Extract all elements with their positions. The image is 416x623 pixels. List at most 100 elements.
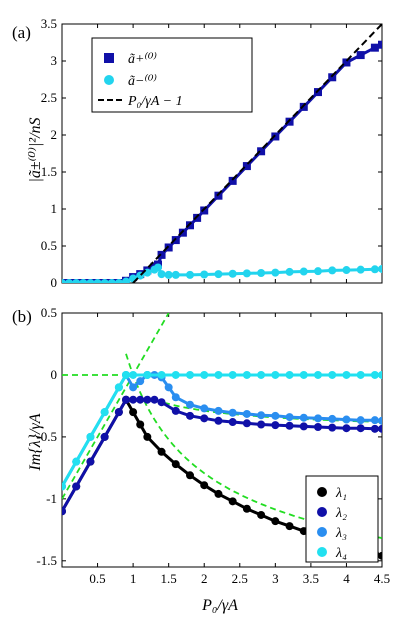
data-point bbox=[200, 370, 209, 379]
y-tick-label-a: 1 bbox=[51, 201, 58, 216]
data-point bbox=[129, 370, 138, 379]
legend-swatch bbox=[104, 75, 114, 85]
data-point bbox=[356, 265, 365, 274]
data-point bbox=[328, 266, 337, 275]
data-point bbox=[86, 432, 95, 441]
data-point bbox=[62, 507, 66, 516]
data-point bbox=[228, 418, 237, 427]
plot-frame-b bbox=[61, 312, 383, 568]
data-point bbox=[257, 411, 266, 420]
x-tick-label-b: 1 bbox=[130, 571, 137, 586]
data-point bbox=[65, 279, 74, 283]
y-tick-label-b: 0 bbox=[51, 367, 58, 382]
data-point bbox=[150, 395, 159, 404]
plot-area-a bbox=[62, 24, 382, 283]
data-point bbox=[370, 43, 379, 52]
y-tick-label-a: 0.5 bbox=[41, 238, 57, 253]
data-point bbox=[370, 370, 379, 379]
legend-b: λ₁ λ₂ λ₃ λ₄ bbox=[305, 475, 379, 563]
legend-swatch bbox=[317, 527, 327, 537]
data-point bbox=[171, 460, 180, 469]
series-b-3 bbox=[62, 370, 382, 491]
y-axis-label-a: |ã±⁽⁰⁾|²/nS bbox=[27, 117, 44, 182]
y-tick-label-b: 0.5 bbox=[41, 305, 57, 320]
legend-label: λ₂ bbox=[335, 506, 347, 521]
data-point bbox=[200, 414, 209, 423]
data-point bbox=[214, 270, 223, 279]
data-point bbox=[186, 400, 194, 409]
legend-label: λ₄ bbox=[335, 546, 347, 561]
data-point bbox=[285, 522, 294, 531]
data-point bbox=[186, 221, 194, 230]
data-point bbox=[342, 424, 351, 433]
data-point bbox=[62, 482, 66, 491]
data-point bbox=[257, 147, 266, 156]
data-point bbox=[370, 424, 379, 433]
reference-dashed-curve bbox=[62, 313, 170, 500]
data-point bbox=[122, 277, 130, 283]
data-point bbox=[129, 395, 138, 404]
legend-swatch bbox=[104, 53, 114, 63]
legend-a: ã+⁽⁰⁾ ã−⁽⁰⁾ P₀/γA − 1 bbox=[91, 37, 253, 113]
data-point bbox=[356, 51, 365, 60]
data-point bbox=[228, 370, 237, 379]
data-point bbox=[299, 370, 308, 379]
data-point bbox=[342, 266, 351, 275]
y-tick-label-a: 2 bbox=[51, 127, 58, 142]
data-point bbox=[200, 404, 209, 413]
x-tick-label-b: 4 bbox=[343, 571, 350, 586]
data-point bbox=[299, 413, 308, 422]
data-point bbox=[157, 370, 166, 379]
panel-b: 0.50-0.5-1-1.50.5 1 1.5 2 2.5 3 3.5 4 4.5λ₁λ₂λ₃λ… bbox=[36, 305, 390, 586]
data-point bbox=[171, 370, 180, 379]
data-point bbox=[242, 504, 251, 513]
data-point bbox=[257, 269, 266, 278]
data-point bbox=[228, 176, 237, 185]
data-point bbox=[370, 265, 379, 274]
legend-swatch bbox=[317, 507, 327, 517]
data-point bbox=[107, 279, 116, 283]
data-point bbox=[100, 279, 109, 283]
data-point bbox=[242, 162, 251, 171]
data-point bbox=[157, 250, 166, 259]
data-point bbox=[62, 279, 66, 283]
data-point bbox=[328, 414, 337, 423]
data-point bbox=[72, 482, 81, 491]
data-point bbox=[370, 416, 379, 425]
data-point bbox=[242, 370, 251, 379]
data-point bbox=[193, 213, 202, 222]
data-point bbox=[143, 370, 152, 379]
data-point bbox=[143, 432, 152, 441]
data-point bbox=[200, 206, 209, 215]
data-point bbox=[299, 267, 308, 276]
data-point bbox=[271, 411, 280, 420]
data-point bbox=[186, 270, 194, 279]
data-point bbox=[242, 419, 251, 428]
data-point bbox=[157, 398, 166, 407]
data-point bbox=[86, 457, 95, 466]
x-tick-label-b: 4.5 bbox=[374, 571, 390, 586]
data-point bbox=[100, 408, 109, 417]
data-point bbox=[257, 370, 266, 379]
data-point bbox=[378, 416, 382, 425]
y-tick-label-a: 2.5 bbox=[41, 90, 57, 105]
data-point bbox=[178, 228, 187, 237]
data-point bbox=[285, 267, 294, 276]
data-point bbox=[314, 370, 322, 379]
data-point bbox=[299, 102, 308, 111]
y-axis-label-b: Im{λ}/γA bbox=[27, 413, 44, 471]
legend-label: λ₃ bbox=[335, 526, 347, 541]
data-point bbox=[86, 279, 95, 283]
data-point bbox=[314, 267, 322, 276]
data-point bbox=[271, 268, 280, 277]
legend-swatch bbox=[317, 487, 327, 497]
data-point bbox=[157, 447, 166, 456]
data-point bbox=[378, 424, 382, 433]
data-point bbox=[328, 73, 337, 82]
data-point bbox=[122, 395, 130, 404]
x-tick-label-b: 3.5 bbox=[303, 571, 319, 586]
data-point bbox=[100, 432, 109, 441]
data-point bbox=[228, 269, 237, 278]
data-point bbox=[242, 409, 251, 418]
